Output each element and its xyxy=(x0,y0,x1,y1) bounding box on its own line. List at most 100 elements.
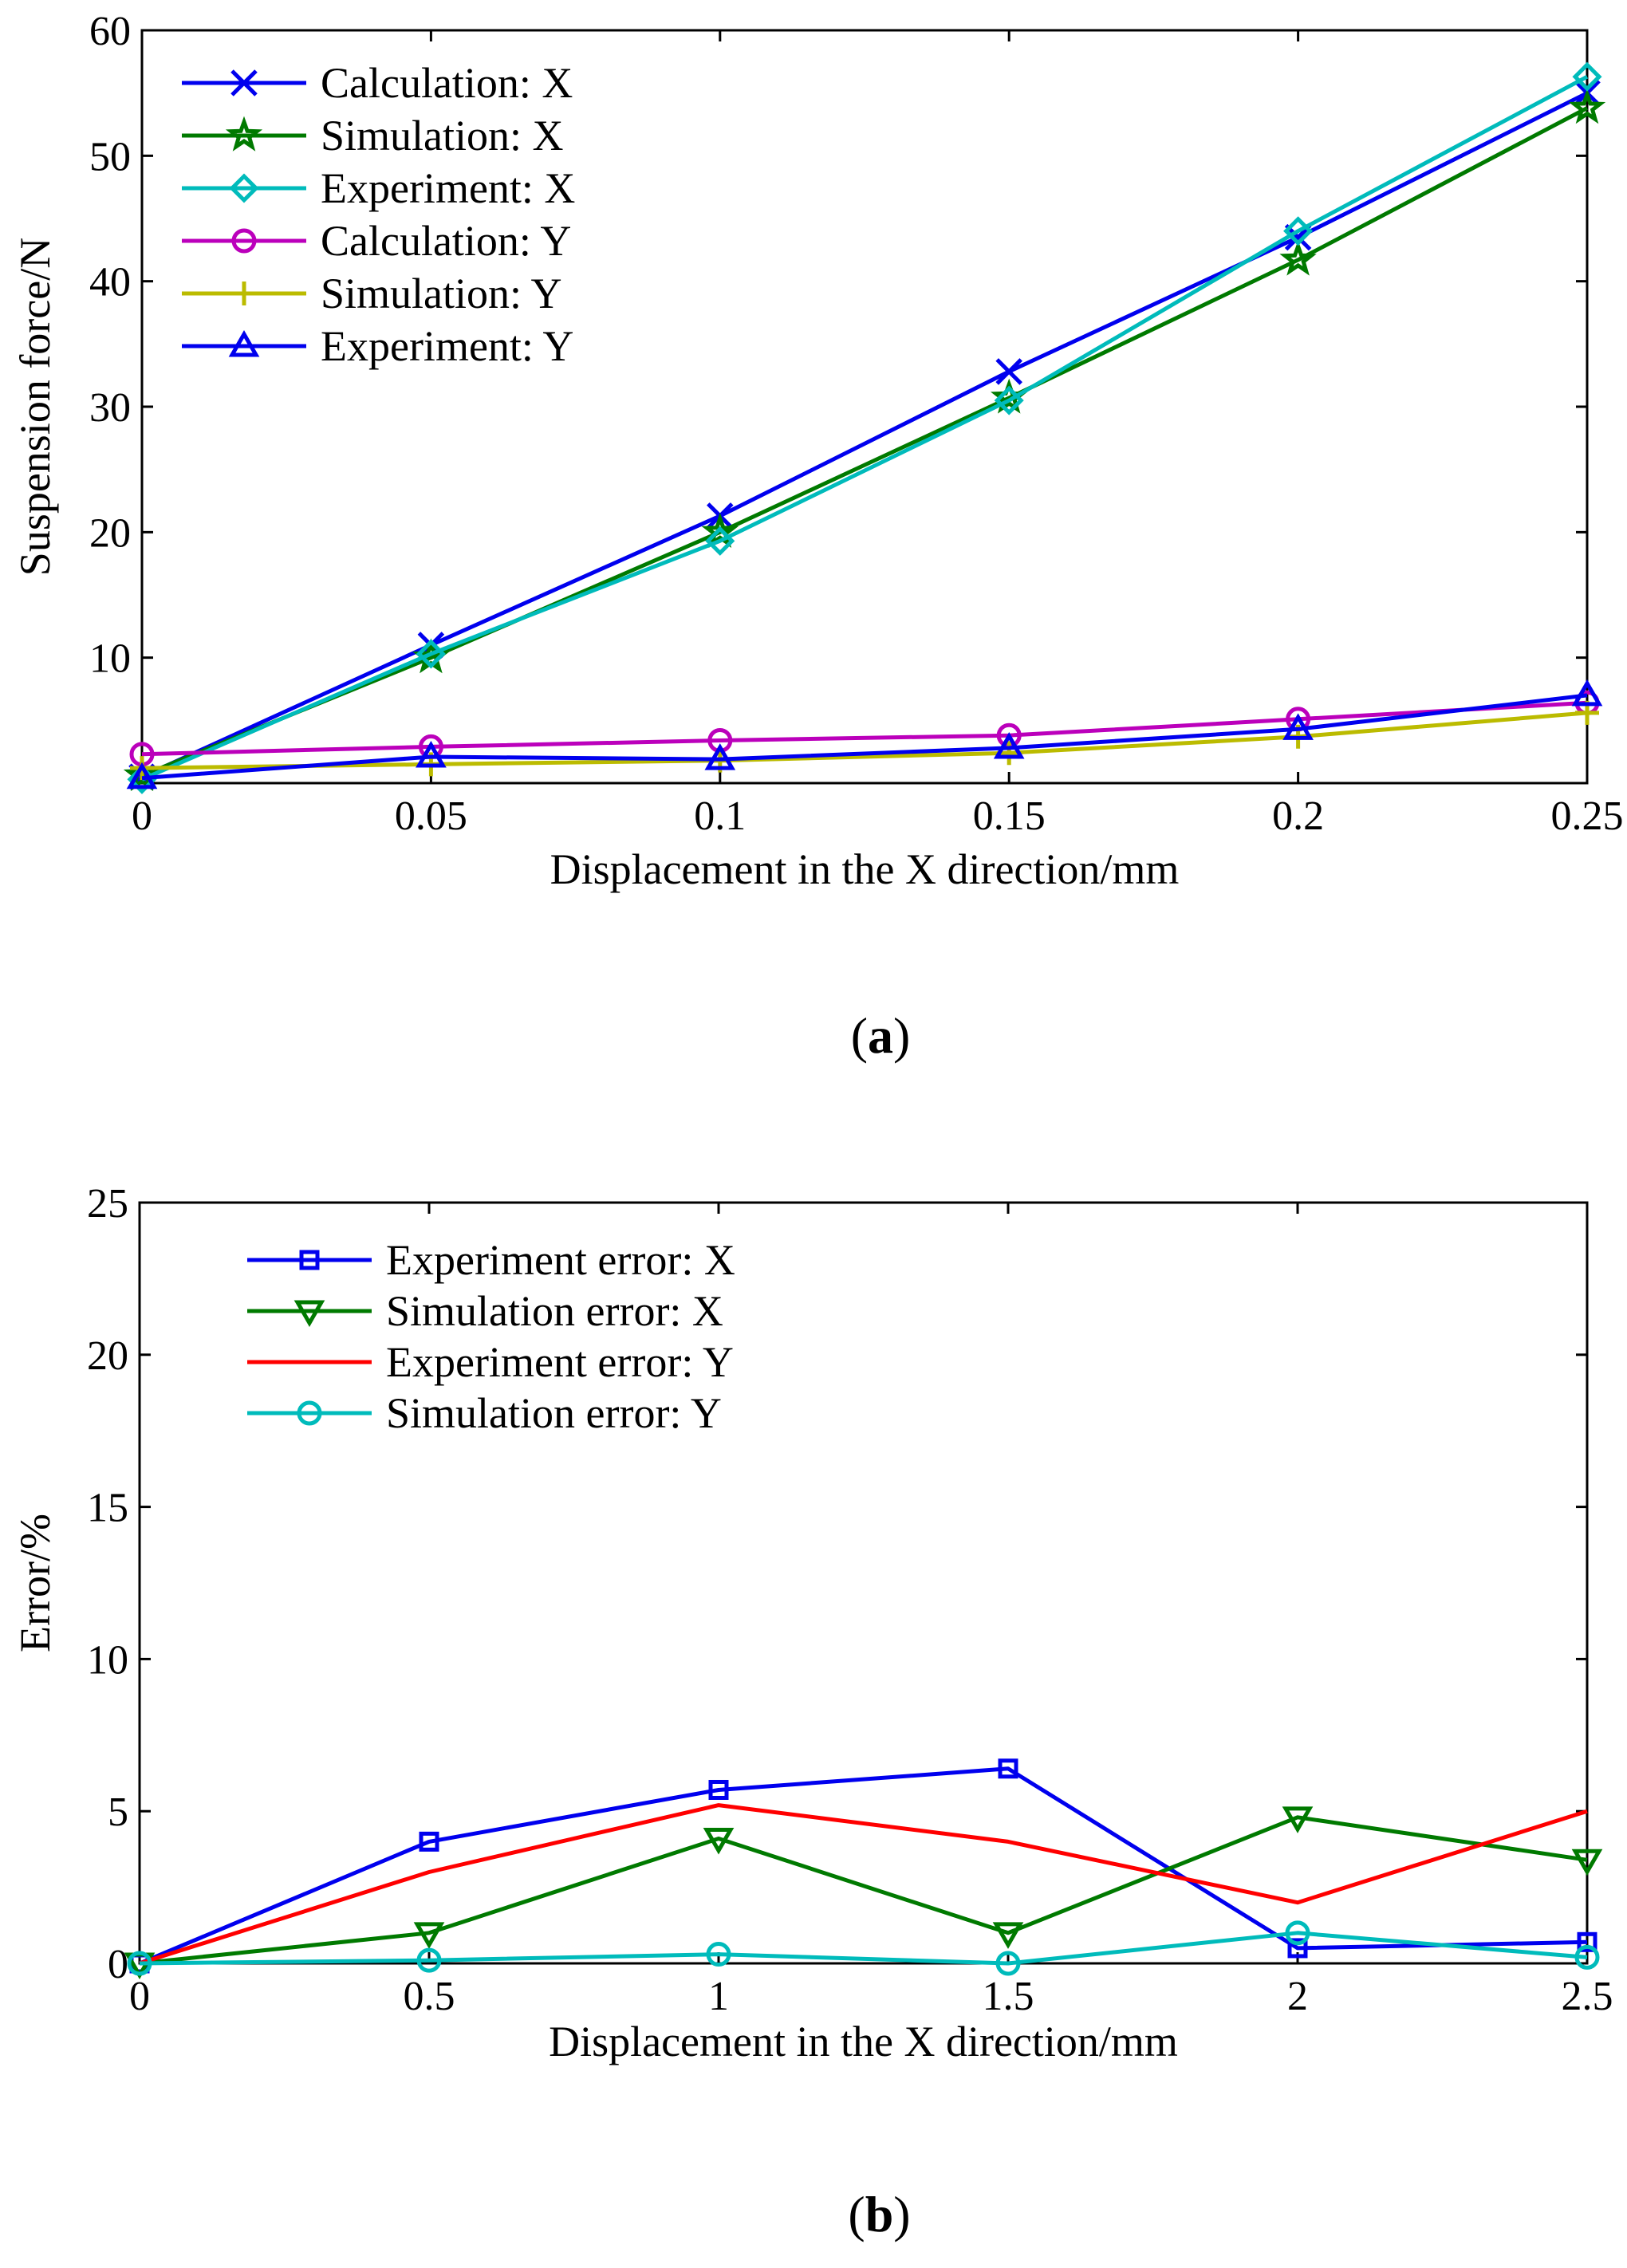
legend-label: Experiment error: X xyxy=(386,1236,735,1284)
x-axis-label: Displacement in the X direction/mm xyxy=(549,2018,1178,2065)
data-point xyxy=(127,1951,152,1976)
y-tick-label: 0 xyxy=(108,1942,128,1987)
y-axis-label: Error/% xyxy=(11,1514,59,1652)
x-tick-label: 2 xyxy=(1287,1974,1308,2019)
y-tick-label: 20 xyxy=(89,510,131,556)
legend-marker xyxy=(228,329,260,357)
y-tick-label: 5 xyxy=(108,1790,128,1835)
legend-label: Simulation error: Y xyxy=(386,1389,722,1437)
data-point xyxy=(126,762,158,789)
data-point xyxy=(701,512,739,549)
data-point xyxy=(1577,1931,1597,1952)
panel-caption: (a) xyxy=(851,1007,911,1064)
data-point xyxy=(993,731,1025,759)
series-line xyxy=(141,106,1589,778)
data-point xyxy=(703,1828,735,1855)
y-tick-label: 60 xyxy=(89,9,131,54)
data-point xyxy=(994,385,1024,415)
series-2 xyxy=(124,1806,1603,1980)
data-point xyxy=(1572,61,1602,92)
x-tick-label: 0.2 xyxy=(1272,793,1324,839)
data-point xyxy=(416,1947,442,1973)
series-3 xyxy=(127,61,1602,794)
series-line xyxy=(141,700,1588,757)
data-point xyxy=(1287,1938,1308,1959)
series-line xyxy=(140,91,1589,779)
legend-label: Simulation error: X xyxy=(386,1287,723,1335)
data-point xyxy=(995,1951,1021,1976)
x-tick-label: 0.5 xyxy=(404,1974,455,2019)
x-tick-label: 0.15 xyxy=(973,793,1046,839)
x-tick-label: 0.05 xyxy=(395,793,467,839)
x-tick-label: 0 xyxy=(129,1974,150,2019)
data-point xyxy=(1568,89,1606,124)
series-line xyxy=(139,1931,1588,1966)
data-point xyxy=(416,740,447,768)
legend-marker xyxy=(232,282,256,305)
legend-marker xyxy=(225,116,263,152)
series-line xyxy=(139,1803,1588,1966)
legend-label: Simulation: X xyxy=(321,112,564,159)
data-point xyxy=(1282,1806,1314,1833)
legend-marker xyxy=(229,173,259,203)
data-point xyxy=(705,526,735,556)
series-line xyxy=(141,74,1589,782)
data-point xyxy=(706,1942,731,1967)
legend-marker xyxy=(293,1300,325,1328)
data-point xyxy=(413,1922,445,1949)
y-tick-label: 50 xyxy=(89,134,131,179)
series-3 xyxy=(139,1803,1588,1966)
x-tick-label: 1 xyxy=(708,1974,729,2019)
legend-label: Calculation: X xyxy=(321,59,573,107)
legend-marker xyxy=(299,1250,320,1270)
data-point xyxy=(998,1758,1018,1779)
data-point xyxy=(995,358,1022,385)
series-line xyxy=(141,693,1588,781)
series-line xyxy=(141,711,1588,770)
data-point xyxy=(416,639,446,669)
panel-caption: (b) xyxy=(848,2186,910,2242)
series-6 xyxy=(126,679,1603,789)
y-tick-label: 20 xyxy=(87,1333,128,1379)
legend-label: Experiment error: Y xyxy=(386,1338,734,1386)
x-tick-label: 0.1 xyxy=(694,793,746,839)
data-point xyxy=(1282,713,1314,740)
legend-marker xyxy=(231,228,257,254)
data-point xyxy=(419,1831,439,1852)
y-tick-label: 15 xyxy=(87,1486,128,1531)
x-tick-label: 2.5 xyxy=(1562,1974,1613,2019)
y-tick-label: 30 xyxy=(89,385,131,431)
legend-label: Simulation: Y xyxy=(321,270,562,317)
data-point xyxy=(704,743,736,770)
series-4 xyxy=(127,1920,1600,1976)
data-point xyxy=(1283,216,1314,246)
plot-frame xyxy=(138,1201,1589,1965)
y-tick-label: 25 xyxy=(87,1181,128,1227)
legend-label: Experiment: Y xyxy=(321,322,573,370)
series-line xyxy=(139,1815,1588,1966)
data-point xyxy=(992,1922,1024,1949)
legend-label: Calculation: Y xyxy=(321,217,571,265)
legend-marker xyxy=(230,69,258,96)
x-axis-label: Displacement in the X direction/mm xyxy=(550,845,1180,893)
legend-label: Experiment: X xyxy=(321,164,575,212)
x-tick-label: 0 xyxy=(132,793,152,839)
chart-panel-a: 0 0.05 0.1 0.15 0.2 0.25 10 20 30 40 50 60 Displacem… xyxy=(11,9,1624,1064)
legend: Calculation: X Simulation: X Experiment: X… xyxy=(182,59,575,370)
data-point xyxy=(708,1779,729,1800)
data-point xyxy=(1571,679,1603,707)
data-point xyxy=(1279,240,1317,276)
y-tick-label: 40 xyxy=(89,260,131,305)
x-tick-label: 1.5 xyxy=(983,1974,1034,2019)
x-tick-label: 0.25 xyxy=(1551,793,1624,839)
y-axis-label: Suspension force/N xyxy=(11,238,59,576)
series-line xyxy=(139,1766,1588,1966)
data-point xyxy=(1285,1920,1310,1946)
data-point xyxy=(127,764,157,794)
y-tick-label: 10 xyxy=(89,636,131,682)
data-point xyxy=(123,756,161,792)
y-tick-label: 10 xyxy=(87,1637,128,1683)
data-point xyxy=(1574,1944,1600,1970)
